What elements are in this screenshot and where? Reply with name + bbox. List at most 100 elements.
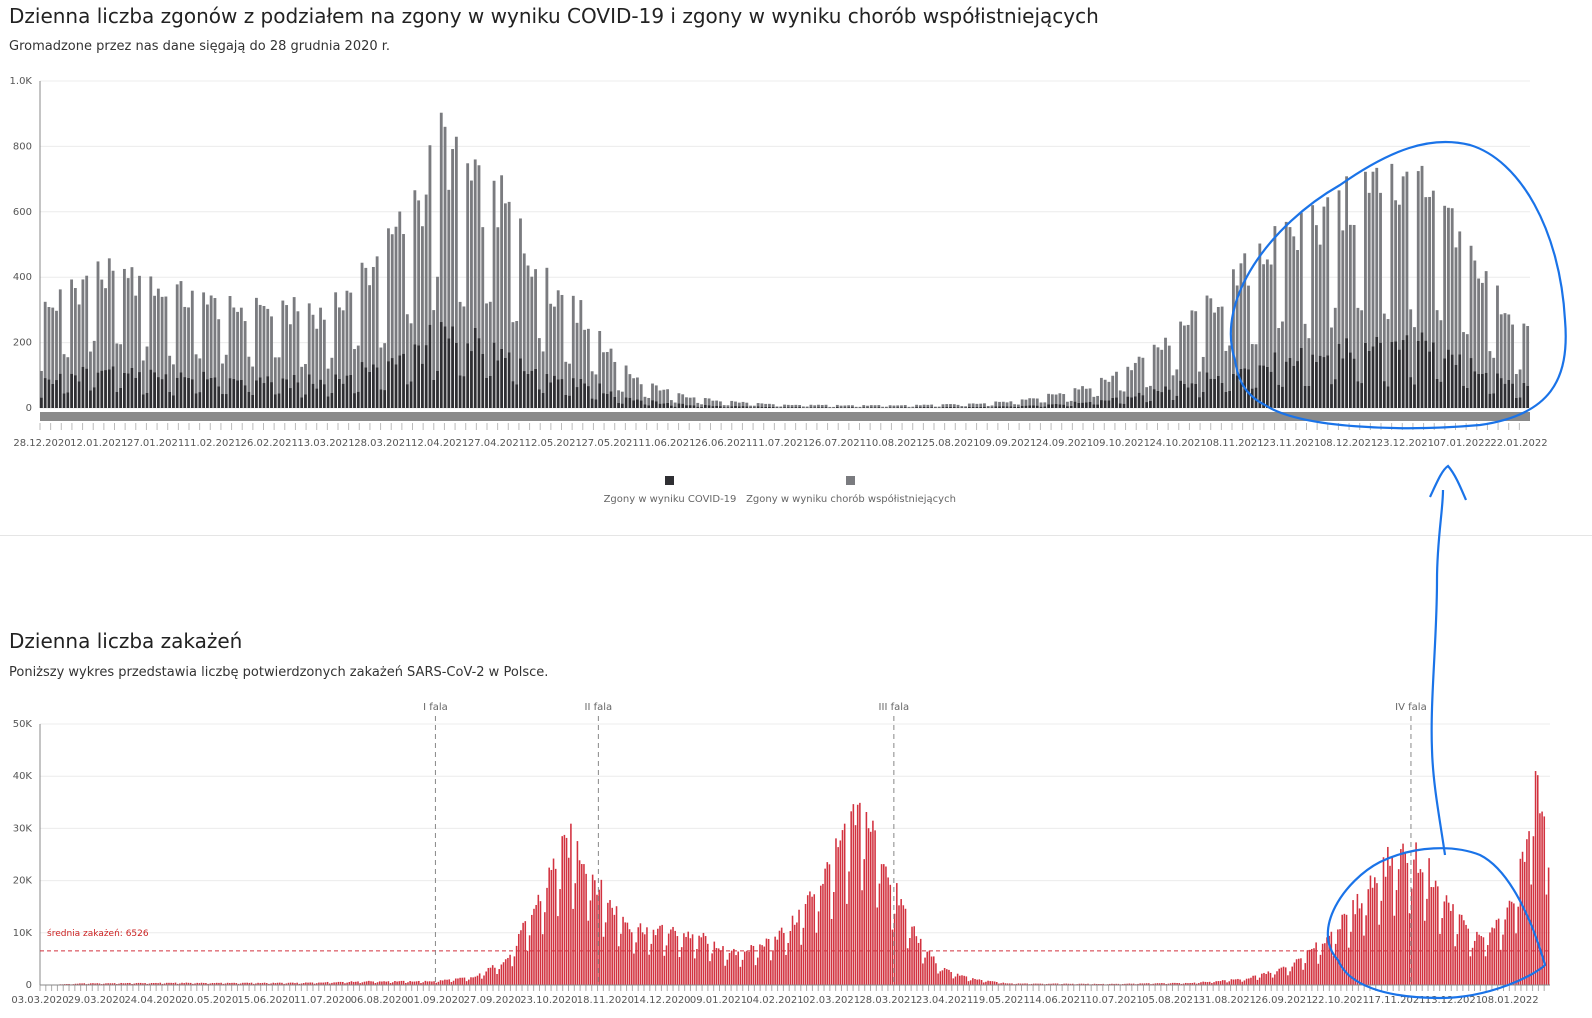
case-bar (1460, 914, 1463, 985)
case-bar (602, 936, 605, 985)
y-tick-label: 0 (26, 980, 32, 991)
death-bar-covid (790, 407, 794, 408)
death-bar-comorbid (692, 397, 696, 406)
case-bar (1226, 982, 1228, 985)
death-bar-covid (590, 398, 594, 408)
case-bar (1102, 983, 1104, 985)
case-bar (765, 938, 768, 985)
case-bar (509, 954, 511, 985)
death-bar-comorbid (70, 279, 74, 374)
case-bar (1276, 971, 1278, 985)
death-bar-comorbid (1058, 393, 1062, 405)
death-bar-covid (40, 397, 43, 408)
case-bar (111, 983, 114, 985)
death-bar-comorbid (436, 276, 439, 371)
case-bar (307, 982, 309, 985)
death-bar-covid (383, 390, 387, 408)
death-bar-covid (1099, 400, 1103, 408)
death-bar-covid (62, 393, 66, 408)
death-bar-comorbid (473, 159, 477, 329)
death-bar-covid (73, 375, 77, 408)
death-bar-comorbid (651, 383, 654, 401)
case-bar (772, 950, 774, 985)
death-bar-comorbid (383, 343, 387, 391)
death-bar-covid (270, 382, 273, 408)
case-bar (995, 981, 998, 985)
case-bar (209, 983, 212, 985)
case-bar (874, 830, 876, 985)
case-bar (537, 894, 540, 985)
death-bar-covid (217, 386, 221, 408)
death-bar-comorbid (643, 396, 647, 405)
case-bar (276, 982, 279, 985)
case-bar (1041, 983, 1044, 985)
death-bar-covid (519, 358, 522, 408)
death-bar-comorbid (768, 403, 771, 407)
case-bar (1167, 983, 1170, 985)
case-bar (882, 864, 885, 985)
death-bar-covid (111, 366, 115, 408)
y-tick-label: 10K (13, 928, 33, 939)
death-bar-covid (843, 407, 847, 408)
death-bar-comorbid (458, 301, 462, 376)
case-bar (1015, 983, 1018, 985)
death-bar-comorbid (341, 310, 345, 384)
death-bar-comorbid (300, 366, 304, 398)
case-bar (1519, 858, 1522, 985)
death-bar-covid (405, 384, 409, 408)
case-bar (1215, 981, 1217, 985)
death-bar-comorbid (477, 165, 481, 339)
death-bar-comorbid (311, 314, 315, 384)
death-bar-comorbid (586, 328, 590, 387)
case-bar (1321, 943, 1324, 985)
case-bar (893, 913, 896, 985)
case-bar (1384, 876, 1387, 985)
case-bar (720, 950, 722, 985)
case-bar (1154, 983, 1157, 985)
death-bar-covid (315, 388, 319, 408)
death-bar-comorbid (451, 149, 454, 327)
case-bar (852, 804, 855, 985)
death-bar-comorbid (964, 406, 968, 408)
case-bar (678, 957, 681, 985)
case-bar (689, 938, 692, 985)
death-bar-covid (1194, 383, 1198, 408)
case-bar (1280, 967, 1283, 985)
case-bar (1254, 975, 1257, 985)
case-bar (700, 937, 703, 985)
death-bar-covid (1005, 406, 1009, 408)
death-bar-covid (741, 406, 745, 408)
cases-chart-title: Dzienna liczba zakażeń (9, 629, 243, 653)
death-bar-covid (545, 373, 549, 408)
case-bar (552, 858, 555, 985)
death-bar-covid (903, 407, 907, 408)
death-bar-covid (507, 352, 511, 408)
case-bar (400, 980, 403, 985)
death-bar-comorbid (703, 398, 707, 406)
death-bar-covid (915, 407, 918, 408)
case-bar (1447, 902, 1450, 985)
x-tick-label: 04.02.2021 (746, 995, 803, 1006)
death-bar-covid (202, 371, 206, 408)
death-bar-covid (92, 387, 96, 408)
case-bar (685, 936, 687, 985)
case-bar (265, 983, 268, 985)
case-bar (517, 933, 520, 985)
death-bar-comorbid (107, 258, 111, 370)
case-bar (1417, 872, 1420, 985)
death-bar-covid (764, 406, 768, 408)
case-bar (544, 912, 546, 985)
case-bar (1243, 980, 1246, 985)
case-bar (739, 966, 742, 985)
case-bar (648, 954, 650, 985)
death-bar-covid (1077, 402, 1081, 408)
case-bar (1052, 983, 1055, 985)
case-bar (1545, 894, 1548, 985)
death-bar-covid (398, 355, 402, 408)
death-bar-covid (1209, 378, 1213, 408)
case-bar (292, 982, 294, 985)
case-bar (865, 811, 868, 985)
death-bar-covid (1133, 396, 1137, 408)
death-bar-comorbid (119, 344, 123, 388)
death-bar-covid (666, 402, 670, 408)
